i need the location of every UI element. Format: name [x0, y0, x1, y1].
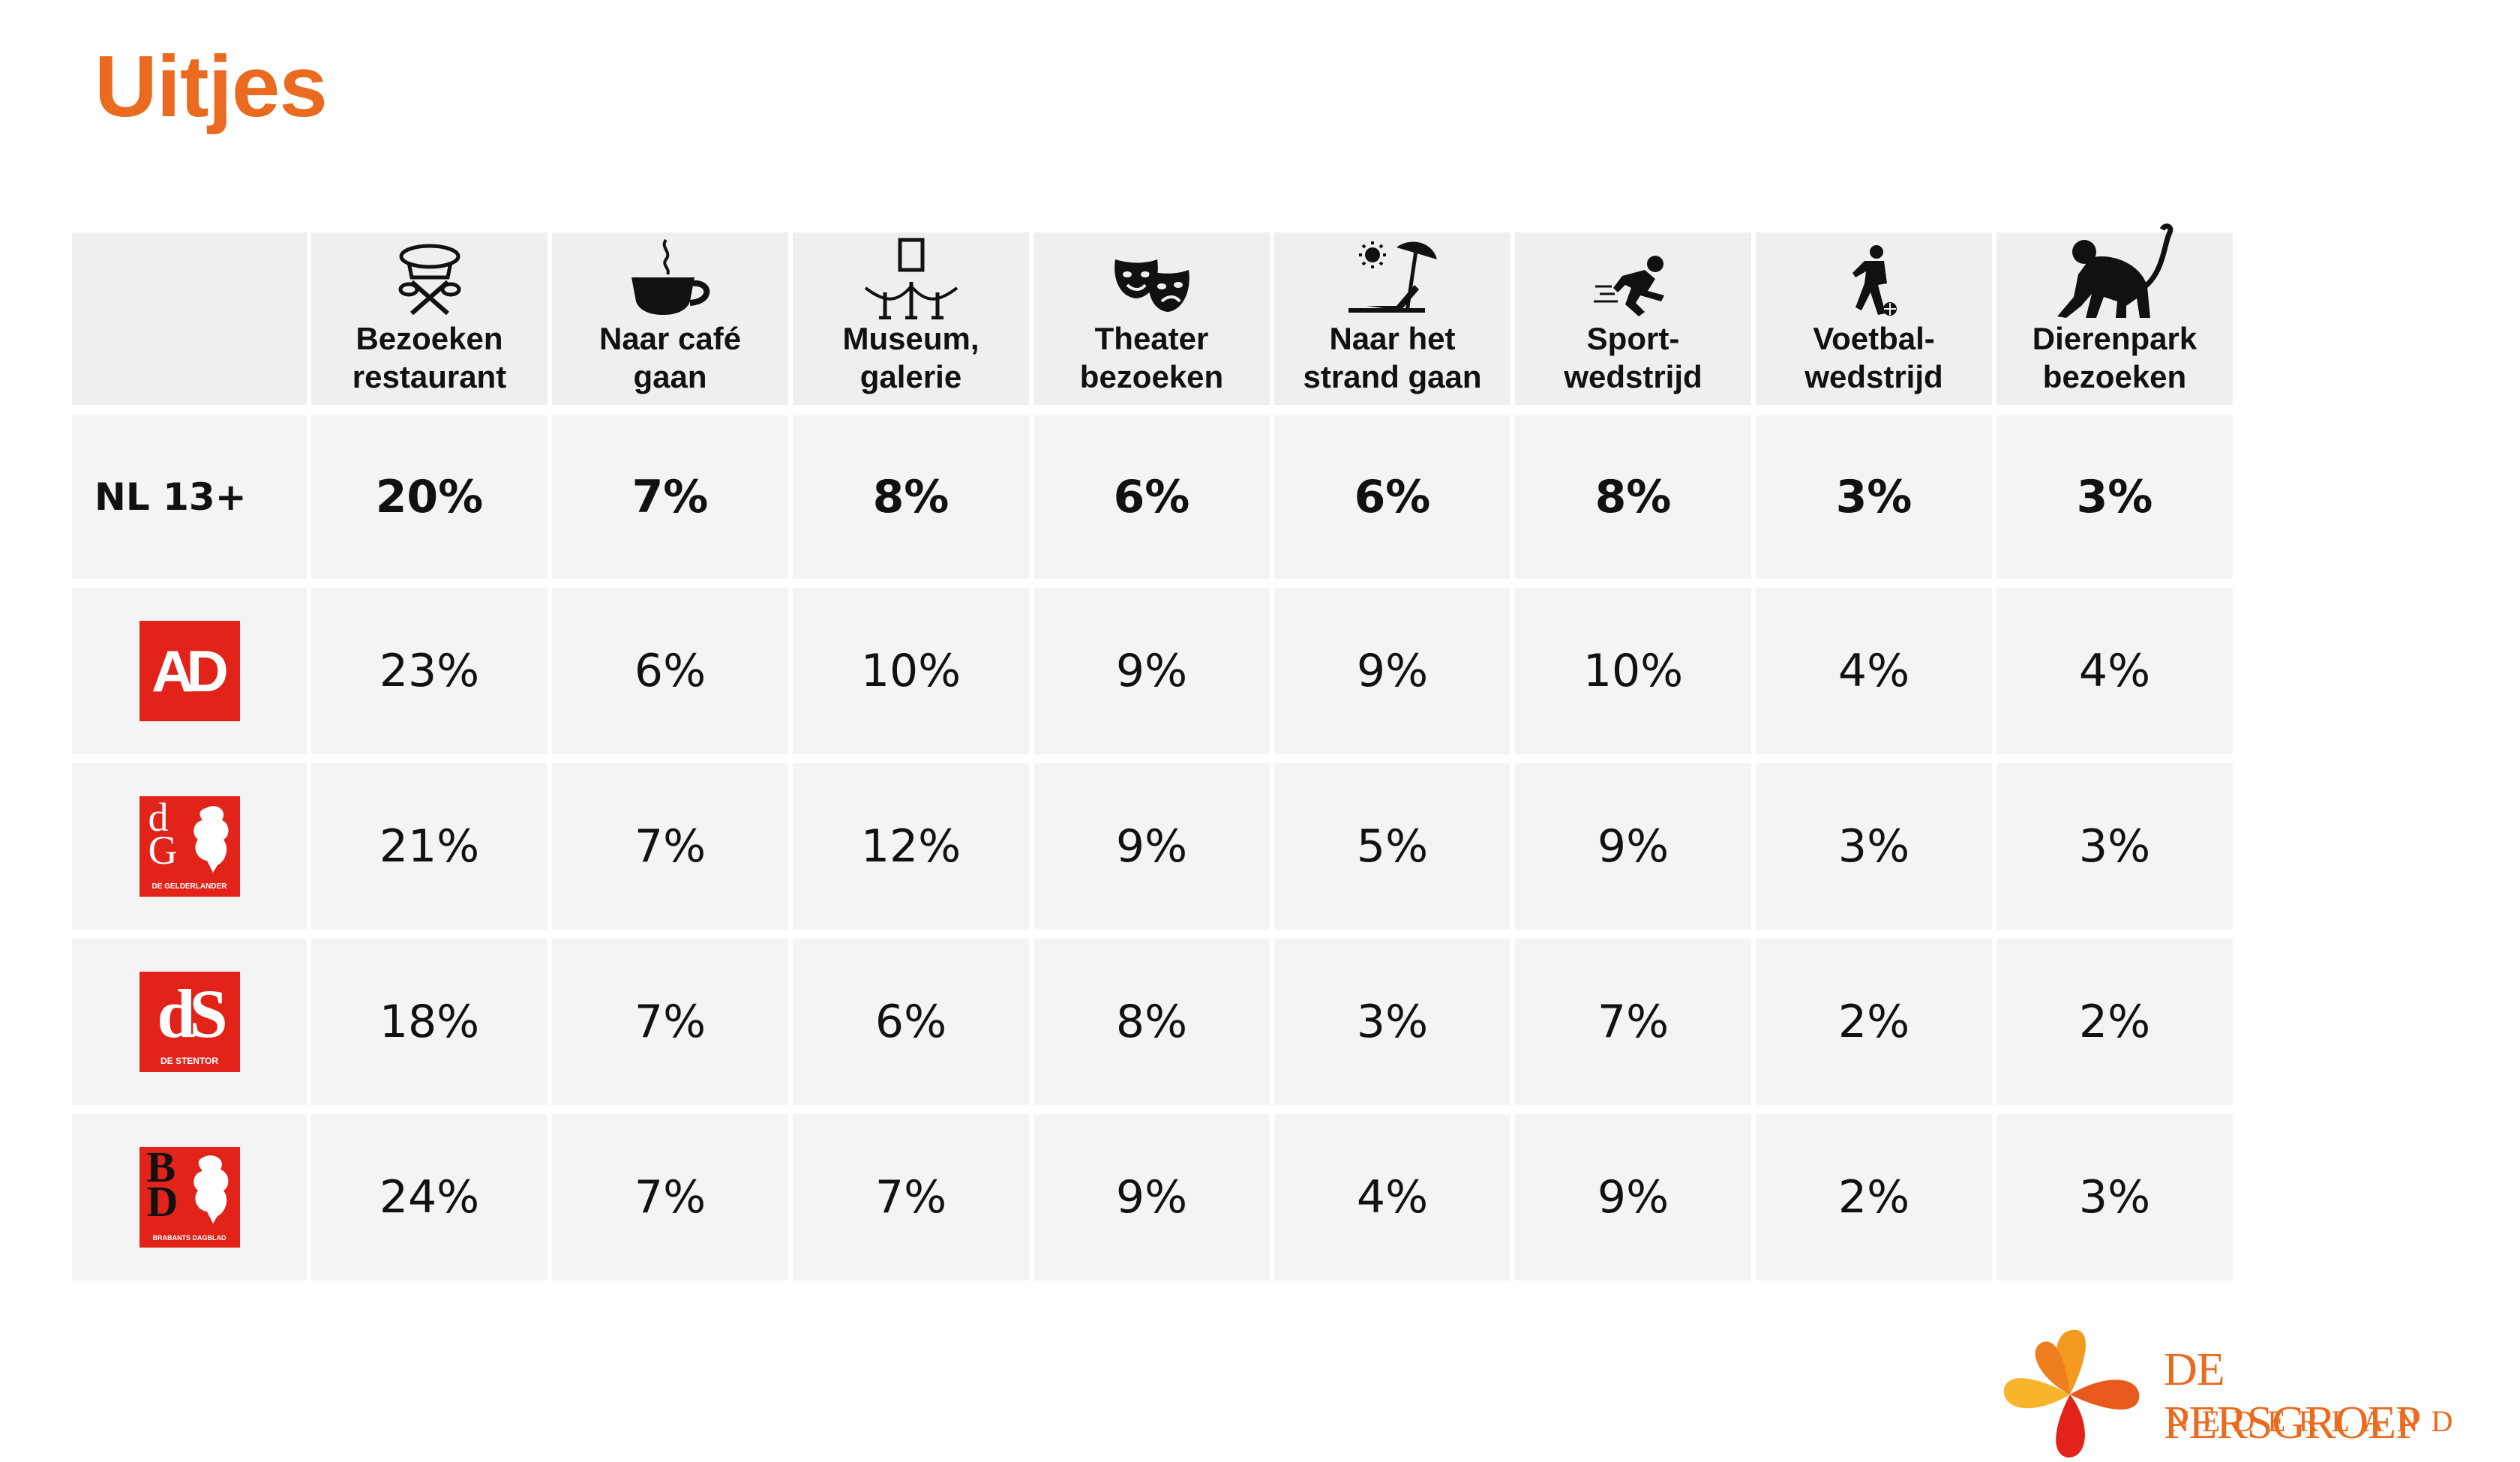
table-cell: 7% [1515, 930, 1751, 1105]
table-cell: 7% [552, 405, 788, 579]
column-label: Naar café gaan [598, 321, 742, 394]
column-label: Museum, galerie [842, 321, 980, 394]
column-label: Naar het strand gaan [1303, 321, 1482, 394]
row-label-ad: AD [72, 579, 307, 754]
flower-logo-icon [2003, 1329, 2140, 1458]
column-header-zoo: Dierenpark bezoeken [1996, 223, 2233, 405]
column-header-museum: Museum, galerie [793, 232, 1029, 405]
table-cell: 9% [1034, 579, 1270, 754]
table-cell: 3% [1996, 754, 2233, 930]
table-cell: 8% [1515, 405, 1751, 579]
stentor-logo-icon: dS DE STENTOR [139, 972, 240, 1072]
slide-title: Uitjes [94, 37, 328, 135]
table-cell: 2% [1756, 930, 1992, 1105]
runner-icon [1592, 253, 1675, 316]
table-cell: 4% [1274, 1105, 1510, 1281]
column-header-beach: Naar het strand gaan [1274, 232, 1510, 405]
column-label: Bezoeken restaurant [352, 321, 507, 394]
table-cell: 9% [1034, 1105, 1270, 1281]
table-cell: 7% [552, 1105, 788, 1281]
table-cell: 9% [1034, 754, 1270, 930]
brand-subtitle: NEDERLAND [2168, 1404, 2466, 1438]
table-cell: 4% [1756, 579, 1992, 754]
table-cell: 23% [311, 579, 548, 754]
coffee-cup-icon [626, 237, 716, 319]
table-cell: 7% [552, 754, 788, 930]
theater-masks-icon [1111, 255, 1193, 315]
museum-exhibit-icon [862, 237, 960, 319]
brand-name: DE PERSGROEP [2164, 1344, 2421, 1449]
table-cell: 6% [793, 930, 1029, 1105]
column-header-restaurant: Bezoeken restaurant [311, 232, 548, 405]
table-cell: 6% [1274, 405, 1510, 579]
table-cell: 18% [311, 930, 548, 1105]
table-cell: 2% [1996, 930, 2233, 1105]
table-cell: 6% [1034, 405, 1270, 579]
table-cell: 9% [1515, 754, 1751, 930]
beach-chair-umbrella-icon [1344, 237, 1442, 319]
column-header-sport: Sport- wedstrijd [1515, 232, 1751, 405]
football-player-icon [1848, 244, 1900, 319]
table-cell: 8% [793, 405, 1029, 579]
table-cell: 5% [1274, 754, 1510, 930]
header-corner [72, 232, 307, 405]
table-cell: 3% [1274, 930, 1510, 1105]
column-header-football: Voetbal- wedstrijd [1756, 232, 1992, 405]
table-cell: 7% [793, 1105, 1029, 1281]
table-cell: 2% [1756, 1105, 1992, 1281]
table-cell: 8% [1034, 930, 1270, 1105]
chef-hat-utensils-icon [392, 237, 467, 319]
column-header-theater: Theater bezoeken [1034, 232, 1270, 405]
column-label: Dierenpark bezoeken [2032, 321, 2198, 394]
table-cell: 3% [1756, 405, 1992, 579]
table-cell: 3% [1996, 405, 2233, 579]
table-cell: 4% [1996, 579, 2233, 754]
table-cell: 9% [1515, 1105, 1751, 1281]
column-label: Sport- wedstrijd [1564, 321, 1702, 394]
row-label-stentor: dS DE STENTOR [72, 930, 307, 1105]
column-label: Voetbal- wedstrijd [1804, 321, 1943, 394]
data-table: Bezoeken restaurant Naar café gaan [72, 223, 2233, 1281]
table-cell: 24% [311, 1105, 548, 1281]
table-cell: 10% [793, 579, 1029, 754]
column-label: Theater bezoeken [1079, 321, 1224, 394]
table-cell: 10% [1515, 579, 1751, 754]
table-cell: 3% [1756, 754, 1992, 930]
table-cell: 12% [793, 754, 1029, 930]
table-cell: 20% [311, 405, 548, 579]
table-cell: 6% [552, 579, 788, 754]
brand-logo: DE PERSGROEP NEDERLAND [1995, 1327, 2468, 1462]
ad-logo-icon: AD [139, 621, 240, 721]
column-header-cafe: Naar café gaan [552, 232, 788, 405]
table-cell: 3% [1996, 1105, 2233, 1281]
table-cell: 7% [552, 930, 788, 1105]
table-cell: 9% [1274, 579, 1510, 754]
monkey-icon [2051, 222, 2179, 319]
row-label-nl: NL 13+ [72, 405, 307, 579]
table-cell: 21% [311, 754, 548, 930]
